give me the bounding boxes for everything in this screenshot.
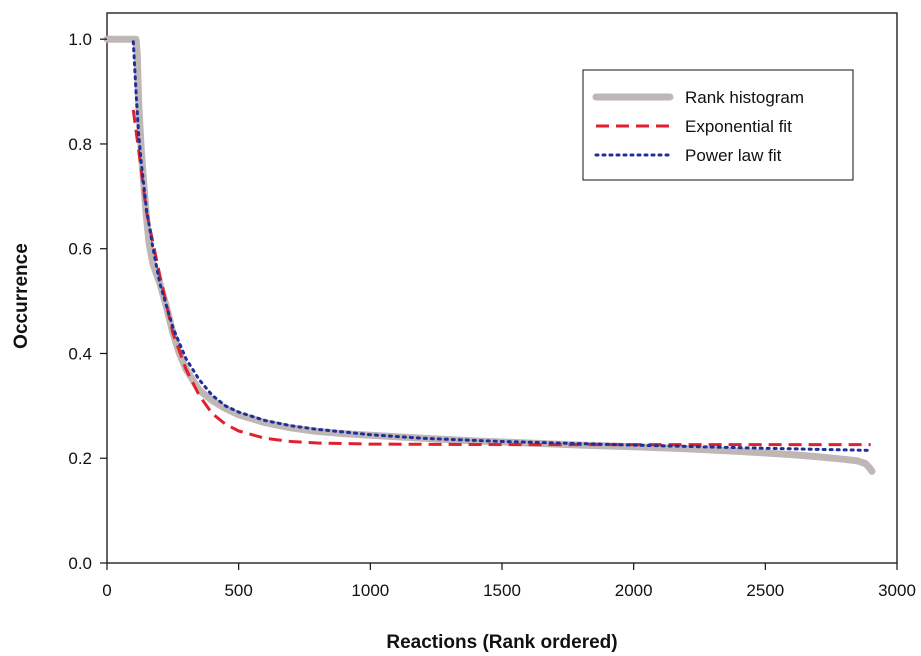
x-tick-label: 2500 <box>746 581 784 600</box>
x-tick-label: 1500 <box>483 581 521 600</box>
x-axis: 0 500 1000 1500 2000 2500 3000 <box>102 563 916 600</box>
legend-label-power-law-fit: Power law fit <box>685 146 782 165</box>
y-tick-label: 0.8 <box>68 135 92 154</box>
series-line-exponential-fit <box>131 109 871 447</box>
x-tick-label: 1000 <box>351 581 389 600</box>
legend-label-rank-histogram: Rank histogram <box>685 88 804 107</box>
y-tick-label: 0.0 <box>68 554 92 573</box>
x-tick-label: 500 <box>224 581 252 600</box>
x-tick-label: 3000 <box>878 581 916 600</box>
legend: Rank histogram Exponential fit Power law… <box>582 69 854 181</box>
y-tick-label: 0.2 <box>68 449 92 468</box>
y-tick-label: 0.6 <box>68 240 92 259</box>
x-tick-label: 0 <box>102 581 111 600</box>
legend-box <box>582 69 854 181</box>
y-axis-title: Occurrence <box>11 243 32 349</box>
y-tick-label: 0.4 <box>68 344 92 363</box>
x-tick-label: 2000 <box>615 581 653 600</box>
y-axis: 0.0 0.2 0.4 0.6 0.8 1.0 <box>68 30 107 573</box>
legend-label-exponential-fit: Exponential fit <box>685 117 792 136</box>
y-tick-label: 1.0 <box>68 30 92 49</box>
x-axis-title: Reactions (Rank ordered) <box>386 632 617 653</box>
series-layer <box>103 35 876 475</box>
